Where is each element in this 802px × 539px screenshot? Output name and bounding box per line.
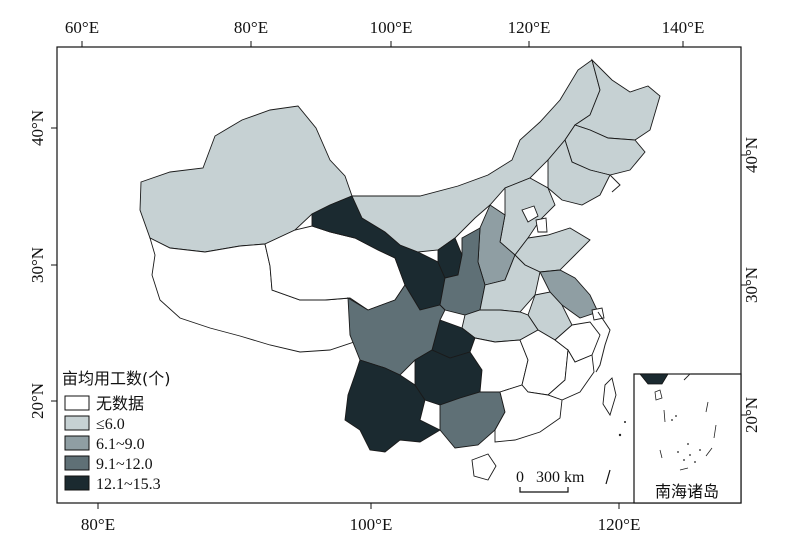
- right-tick-label: 20°N: [742, 397, 761, 433]
- right-axis: 40°N 30°N 20°N: [741, 137, 761, 433]
- right-tick-label: 40°N: [742, 137, 761, 173]
- scale-bar-end: 300 km: [536, 469, 585, 486]
- legend-label: 无数据: [96, 395, 144, 413]
- legend-swatch: [64, 395, 90, 411]
- region-liaoning: [547, 139, 611, 206]
- region-hainan: [471, 453, 497, 481]
- top-axis: 60°E 80°E 100°E 120°E 140°E: [65, 18, 704, 47]
- region-guangdong: [494, 384, 563, 443]
- legend-swatch: [64, 455, 90, 471]
- legend-label: 6.1~9.0: [96, 436, 145, 453]
- region-fujian: [547, 348, 595, 401]
- left-tick-label: 30°N: [28, 247, 47, 283]
- region-taiwan: [602, 377, 617, 417]
- top-tick-label: 140°E: [662, 18, 705, 37]
- right-tick-label: 30°N: [742, 267, 761, 303]
- legend-label: ≤6.0: [96, 416, 125, 433]
- region-shaanxi: [439, 227, 486, 316]
- region-beijing: [521, 205, 539, 223]
- legend-label: 12.1~15.3: [96, 476, 161, 493]
- left-tick-label: 20°N: [28, 383, 47, 419]
- legend-label: 9.1~12.0: [96, 456, 153, 473]
- coastline: [595, 174, 626, 437]
- top-tick-label: 80°E: [234, 18, 268, 37]
- south-china-sea-inset: 南海诸岛: [633, 373, 742, 504]
- top-tick-label: 100°E: [370, 18, 413, 37]
- legend: 亩均用工数(个) 无数据 ≤6.0 6.1~9.0 9.1~12.0 12.1~…: [62, 369, 171, 493]
- region-tianjin: [535, 217, 548, 233]
- bottom-tick-label: 100°E: [350, 515, 393, 534]
- top-tick-label: 120°E: [508, 18, 551, 37]
- province-layer: [139, 58, 661, 481]
- legend-swatch: [64, 415, 90, 431]
- scale-bar: 0 300 km: [516, 469, 611, 493]
- scale-bar-start: 0: [516, 469, 524, 486]
- region-yunnan: [344, 359, 441, 453]
- bottom-tick-label: 120°E: [598, 515, 641, 534]
- legend-title: 亩均用工数(个): [62, 369, 171, 388]
- inset-label: 南海诸岛: [655, 482, 719, 501]
- left-axis: 40°N 30°N 20°N: [28, 110, 57, 419]
- top-tick-label: 60°E: [65, 18, 99, 37]
- left-tick-label: 40°N: [28, 110, 47, 146]
- bottom-axis: 80°E 100°E 120°E: [81, 503, 640, 534]
- legend-swatch: [64, 435, 90, 451]
- bottom-tick-label: 80°E: [81, 515, 115, 534]
- legend-swatch: [64, 475, 90, 491]
- map-frame: [56, 46, 742, 504]
